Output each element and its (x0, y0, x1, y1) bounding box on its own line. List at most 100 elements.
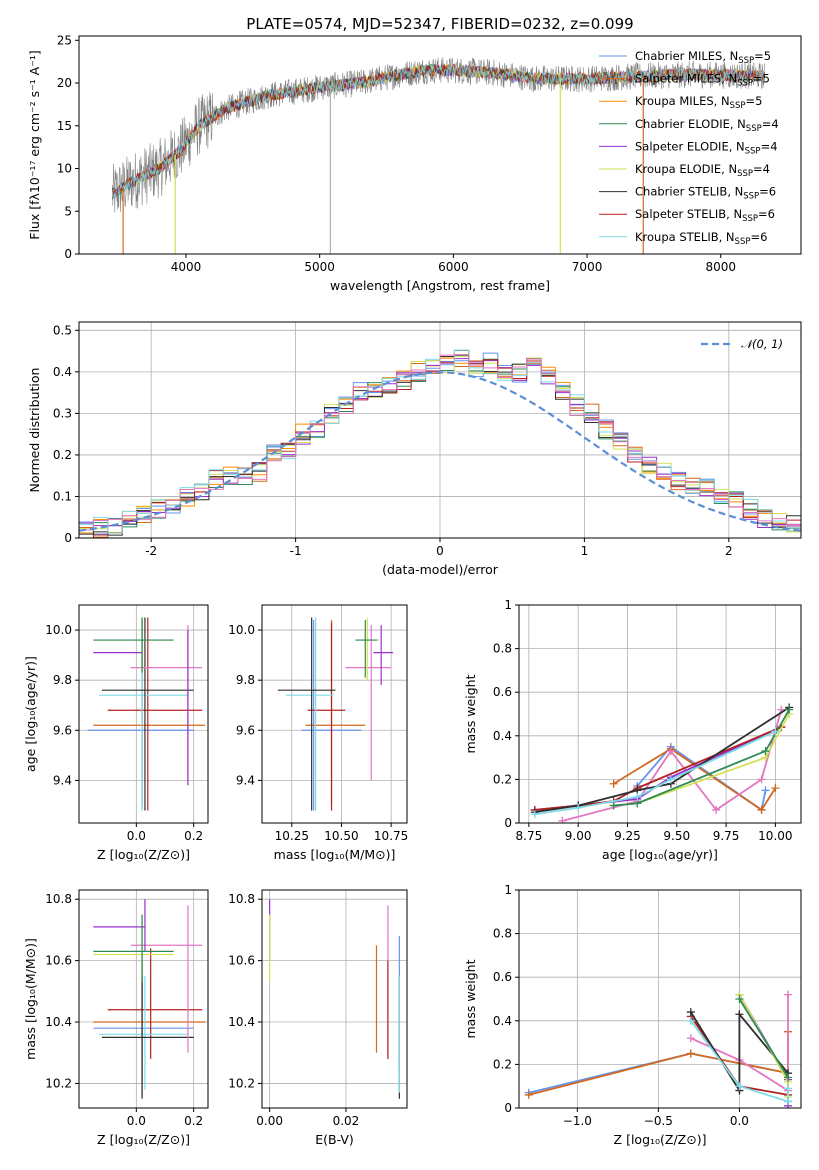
series-line (738, 998, 789, 1078)
series-line (534, 730, 776, 816)
legend-label: Salpeter MILES, NSSP=5 (635, 72, 770, 89)
x-axis-label: E(B-V) (315, 1132, 354, 1147)
x-tick-label: 9.75 (713, 829, 740, 843)
legend-label: Salpeter ELODIE, NSSP=4 (635, 139, 778, 156)
series-marker (771, 784, 780, 793)
axes-frame (518, 889, 802, 1109)
y-tick-label: 0.8 (493, 642, 512, 656)
x-tick-label: 10.25 (275, 829, 309, 843)
legend-label: Kroupa ELODIE, NSSP=4 (635, 162, 770, 179)
y-tick-label: 9.8 (236, 673, 255, 687)
series-line (613, 709, 790, 807)
x-tick-label: −1.0 (563, 1114, 592, 1128)
axes-frame (78, 604, 209, 824)
chart-mass_vs_ebv: 0.00 0.02 10.2 10.4 10.6 10.8 E(B-V) (228, 889, 408, 1147)
errorbar-point (285, 617, 334, 811)
y-tick-label: 25 (57, 33, 72, 47)
legend: 𝒩(0, 1) (701, 337, 783, 351)
y-tick-label: 0.6 (493, 970, 512, 984)
y-tick-label: 1 (504, 883, 512, 897)
y-tick-label: 0 (504, 816, 512, 830)
chart-age_vs_mass: 10.25 10.50 10.75 9.4 9.6 9.8 10.0 mass [log₁₀(… (228, 604, 408, 862)
y-tick-label: 10.2 (228, 1076, 255, 1090)
x-tick-label: -2 (145, 544, 157, 558)
y-tick-label: 10 (57, 162, 72, 176)
series-marker (771, 727, 780, 736)
series-marker (558, 816, 567, 823)
errorbar-point (99, 617, 188, 811)
y-axis-label: age [log₁₀(age/yr)] (23, 656, 38, 772)
y-axis-label: Normed distribution (27, 368, 42, 493)
y-tick-label: 9.8 (53, 673, 72, 687)
plot-area (530, 703, 794, 823)
x-tick-label: 9.00 (565, 829, 592, 843)
weight-series (633, 742, 770, 814)
x-axis-label: Z [log₁₀(Z/Z⊙)] (97, 847, 190, 862)
x-tick-label: 4000 (171, 260, 202, 274)
errorbar-point (101, 975, 194, 1099)
legend: Chabrier MILES, NSSP=5 Salpeter MILES, NS… (599, 49, 779, 247)
series-marker (757, 805, 766, 814)
y-tick-label: 0 (504, 1101, 512, 1115)
errorbar-point (277, 617, 336, 811)
errorbar-point (93, 630, 189, 786)
y-tick-label: 0.1 (53, 489, 72, 503)
weight-series (530, 727, 780, 819)
y-tick-label: 0.2 (493, 1057, 512, 1071)
series-line (690, 994, 789, 1093)
axes-frame (261, 889, 408, 1109)
axes-frame (78, 889, 209, 1109)
x-axis-label: wavelength [Angstrom, rest frame] (330, 278, 550, 293)
weight-series (558, 705, 786, 823)
legend-label: Salpeter STELIB, NSSP=6 (635, 207, 775, 224)
errorbar-point (107, 948, 203, 1059)
series-marker (761, 747, 770, 756)
y-tick-label: 10.2 (45, 1076, 72, 1090)
y-tick-label: 10.4 (228, 1015, 255, 1029)
model-spectrum (112, 64, 765, 200)
errorbar-point (130, 625, 203, 781)
y-axis-label: mass weight (463, 959, 478, 1038)
y-tick-label: 9.6 (53, 723, 72, 737)
errorbar-point (101, 617, 194, 811)
legend-label: Kroupa MILES, NSSP=5 (635, 94, 762, 111)
y-tick-label: 0.4 (493, 729, 512, 743)
series-marker (666, 775, 675, 784)
x-axis-label: age [log₁₀(age/yr)] (602, 847, 718, 862)
series-marker (574, 803, 583, 812)
weight-series (735, 990, 793, 1108)
x-tick-label: -1 (290, 544, 302, 558)
y-tick-label: 0.2 (53, 448, 72, 462)
x-tick-label: 9.25 (614, 829, 641, 843)
y-tick-label: 9.6 (236, 723, 255, 737)
y-tick-label: 20 (57, 76, 72, 90)
series-marker (524, 1090, 533, 1099)
y-tick-label: 0.3 (53, 406, 72, 420)
y-tick-label: 0 (64, 531, 72, 545)
errorbar-point (305, 620, 366, 806)
x-tick-label: 0.2 (184, 1114, 203, 1128)
errorbar-point (307, 622, 346, 811)
series-marker (686, 1034, 695, 1043)
x-tick-label: 8000 (706, 260, 737, 274)
x-tick-label: 0 (436, 544, 444, 558)
series-marker (686, 1049, 695, 1058)
plot-area (93, 899, 206, 1099)
errorbar-point (357, 617, 380, 681)
y-tick-label: 9.4 (53, 773, 72, 787)
x-axis-label: Z [log₁₀(Z/Z⊙)] (614, 1132, 707, 1147)
series-marker (757, 775, 766, 784)
chart-weight_vs_z: −1.0 −0.5 0.0 0 0.2 0.4 0.6 0.8 1 Z [log₁₀(Z/Z⊙)]… (463, 883, 802, 1147)
weight-series (530, 703, 794, 817)
series-marker (784, 1073, 793, 1082)
axes-frame (78, 35, 802, 255)
series-marker (712, 805, 721, 814)
series-marker (609, 779, 618, 788)
plot-area (79, 349, 801, 538)
chart-weight_vs_age: 8.75 9.00 9.25 9.50 9.75 10.00 0 0.2 0.4 0.6 0.8 1 a… (463, 598, 802, 862)
y-tick-label: 10.0 (228, 623, 255, 637)
axes-frame (261, 604, 408, 824)
x-tick-label: 8.75 (516, 829, 543, 843)
y-tick-label: 10.6 (228, 954, 255, 968)
errorbar-point (99, 975, 188, 1090)
